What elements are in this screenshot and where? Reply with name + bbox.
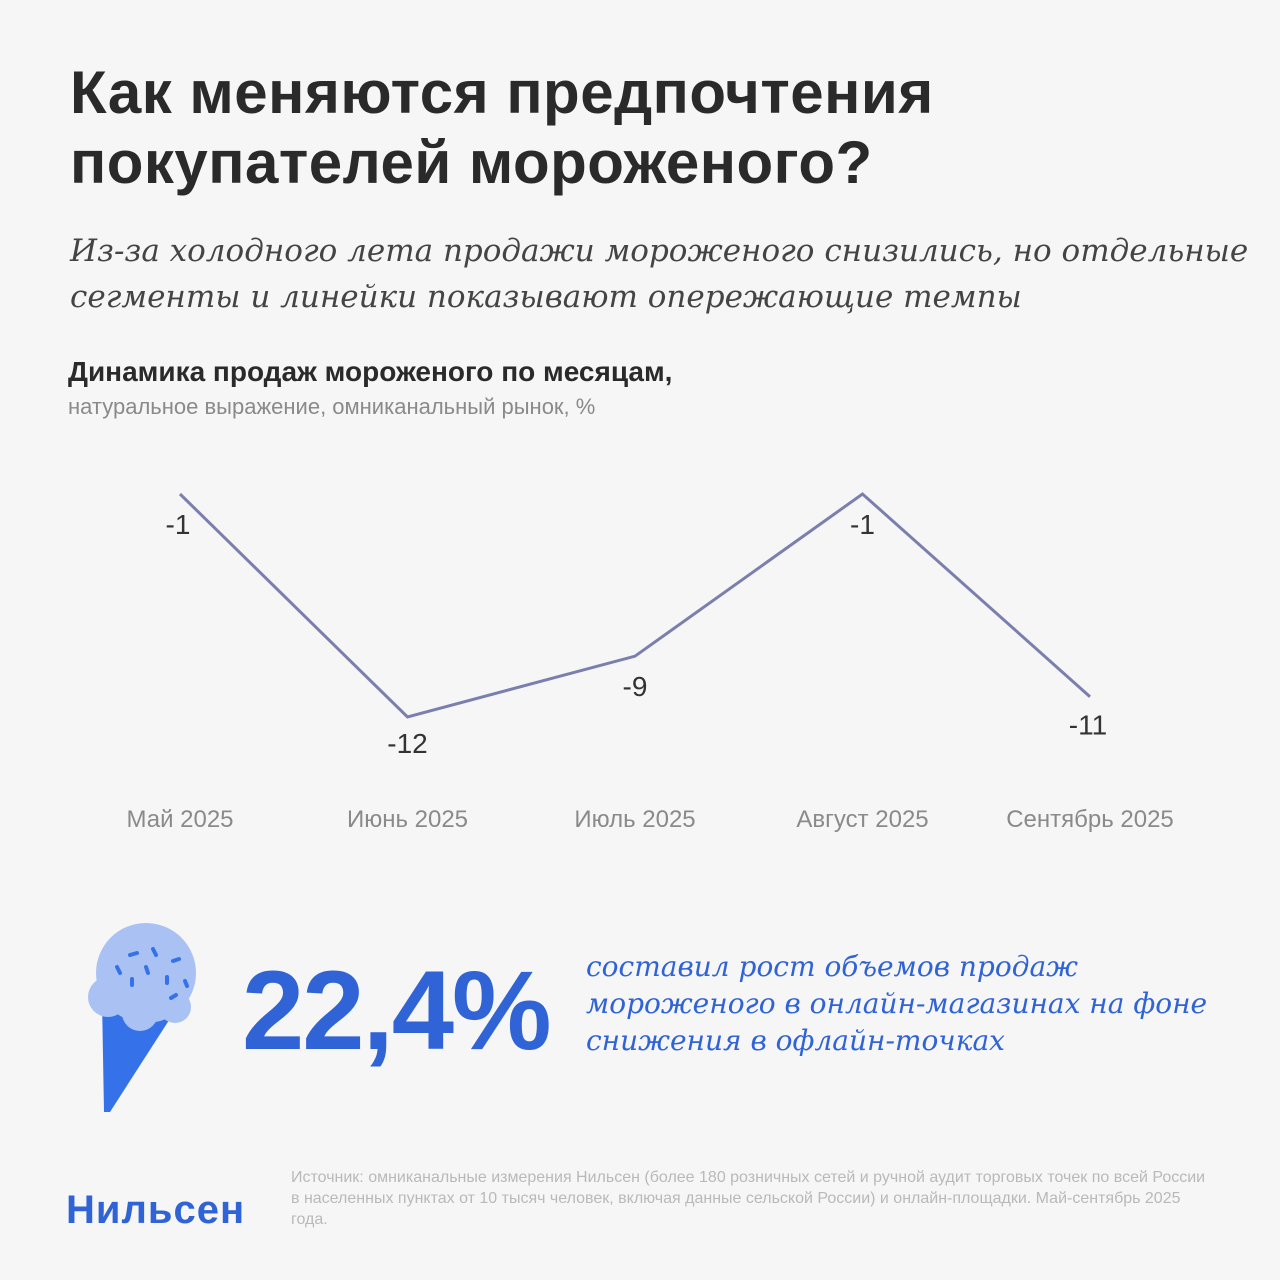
x-tick-label: Май 2025 [126,806,233,833]
series-line [178,492,1091,719]
data-label: -11 [1069,710,1107,741]
data-label: -1 [166,509,191,540]
highlight-text: составил рост объемов продаж мороженого … [586,950,1208,1057]
data-label: -9 [623,671,648,702]
page-title: Как меняются предпочтения покупателей мо… [70,59,934,196]
x-tick-label: Июнь 2025 [347,806,468,833]
data-label: -1 [850,509,875,540]
x-tick-label: Август 2025 [796,806,928,833]
x-tick-label: Сентябрь 2025 [1006,806,1174,833]
source-note: Источник: омниканальные измерения Нильсе… [291,1169,1206,1228]
page-subtitle: Из-за холодного лета продажи мороженого … [70,233,1249,315]
highlight-value: 22,4% [242,948,552,1073]
chart-title: Динамика продаж мороженого по месяцам, [68,356,673,387]
ice-cream-cone-icon [88,923,196,1112]
chart-subtitle: натуральное выражение, омниканальный рын… [68,394,596,419]
line-chart: -1 Май 2025 -12 Июнь 2025 -9 Июль 2025 -1 Авгус… [126,492,1174,833]
x-tick-label: Июль 2025 [574,806,695,833]
nielsen-logo: Нильсен [66,1188,246,1232]
data-label: -12 [387,728,427,759]
